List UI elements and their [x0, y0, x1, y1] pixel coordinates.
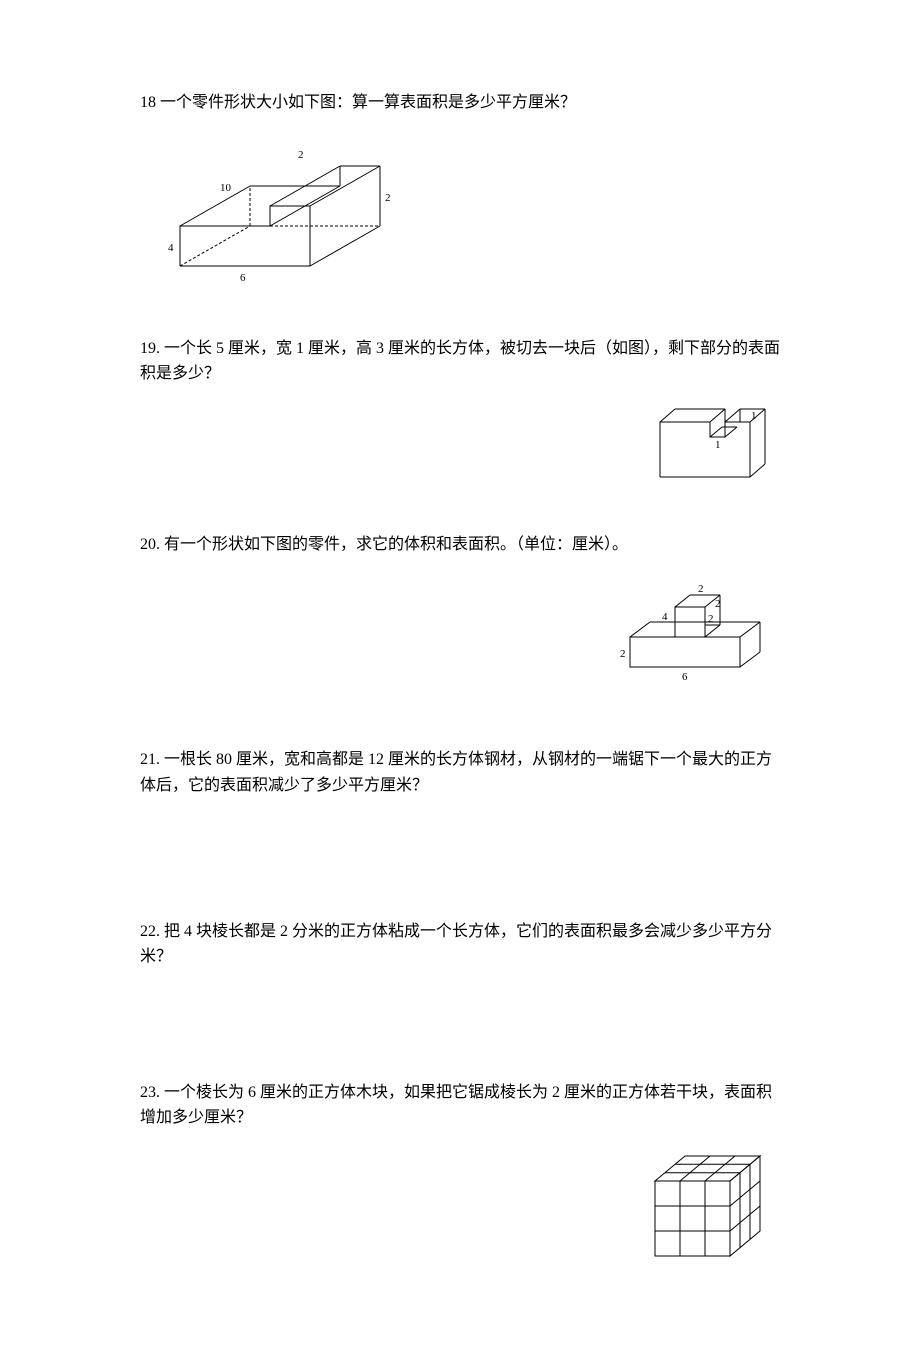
problem-number: 19. — [140, 340, 160, 357]
figure-3x3-cube — [640, 1141, 780, 1271]
dim-top-w: 2 — [298, 149, 304, 161]
problem-body: 一个零件形状大小如下图：算一算表面积是多少平方厘米？ — [160, 94, 576, 111]
problem-20: 20. 有一个形状如下图的零件，求它的体积和表面积。（单位：厘米）。 2 2 4… — [140, 532, 780, 688]
problem-text: 18 一个零件形状大小如下图：算一算表面积是多少平方厘米？ — [140, 90, 780, 116]
dim-c: 4 — [662, 611, 668, 623]
figure-L-prism: 2 10 2 4 6 — [140, 126, 400, 296]
problem-text: 21. 一根长 80 厘米，宽和高都是 12 厘米的长方体钢材，从钢材的一端锯下… — [140, 747, 780, 798]
problem-number: 22. — [140, 923, 160, 940]
problem-body: 一根长 80 厘米，宽和高都是 12 厘米的长方体钢材，从钢材的一端锯下一个最大… — [140, 751, 772, 794]
dim-e: 2 — [620, 648, 626, 660]
problem-18: 18 一个零件形状大小如下图：算一算表面积是多少平方厘米？ 2 10 2 4 6 — [140, 90, 780, 296]
problem-text: 19. 一个长 5 厘米，宽 1 厘米，高 3 厘米的长方体，被切去一块后（如图… — [140, 336, 780, 387]
dim-b: 2 — [715, 598, 721, 610]
dim-d: 2 — [708, 613, 714, 625]
dim-notch-w: 1 — [715, 439, 721, 451]
problem-body: 一个棱长为 6 厘米的正方体木块，如果把它锯成棱长为 2 厘米的正方体若干块，表… — [140, 1084, 772, 1127]
problem-text: 23. 一个棱长为 6 厘米的正方体木块，如果把它锯成棱长为 2 厘米的正方体若… — [140, 1080, 780, 1131]
problem-number: 23. — [140, 1084, 160, 1101]
problem-22: 22. 把 4 块棱长都是 2 分米的正方体粘成一个长方体，它们的表面积最多会减… — [140, 919, 780, 970]
problem-body: 有一个形状如下图的零件，求它的体积和表面积。（单位：厘米）。 — [164, 536, 628, 553]
problem-number: 21. — [140, 751, 160, 768]
problem-19: 19. 一个长 5 厘米，宽 1 厘米，高 3 厘米的长方体，被切去一块后（如图… — [140, 336, 780, 492]
problem-number: 20. — [140, 536, 160, 553]
dim-f: 6 — [682, 671, 688, 683]
problem-23: 23. 一个棱长为 6 厘米的正方体木块，如果把它锯成棱长为 2 厘米的正方体若… — [140, 1080, 780, 1271]
figure-stacked-cuboids: 2 2 4 2 2 6 — [610, 567, 780, 687]
dim-depth: 10 — [220, 182, 232, 194]
problem-number: 18 — [140, 94, 156, 111]
problem-body: 把 4 块棱长都是 2 分米的正方体粘成一个长方体，它们的表面积最多会减少多少平… — [140, 923, 772, 966]
dim-base-w: 6 — [240, 272, 246, 284]
problem-21: 21. 一根长 80 厘米，宽和高都是 12 厘米的长方体钢材，从钢材的一端锯下… — [140, 747, 780, 798]
dim-right-h: 2 — [385, 192, 391, 204]
problem-body: 一个长 5 厘米，宽 1 厘米，高 3 厘米的长方体，被切去一块后（如图），剩下… — [140, 340, 780, 383]
dim-left-h: 4 — [168, 242, 174, 254]
dim-a: 2 — [698, 583, 704, 595]
dim-notch-h: 1 — [751, 410, 757, 422]
problem-text: 20. 有一个形状如下图的零件，求它的体积和表面积。（单位：厘米）。 — [140, 532, 780, 558]
figure-notched-cuboid: 1 1 — [650, 397, 780, 492]
problem-text: 22. 把 4 块棱长都是 2 分米的正方体粘成一个长方体，它们的表面积最多会减… — [140, 919, 780, 970]
